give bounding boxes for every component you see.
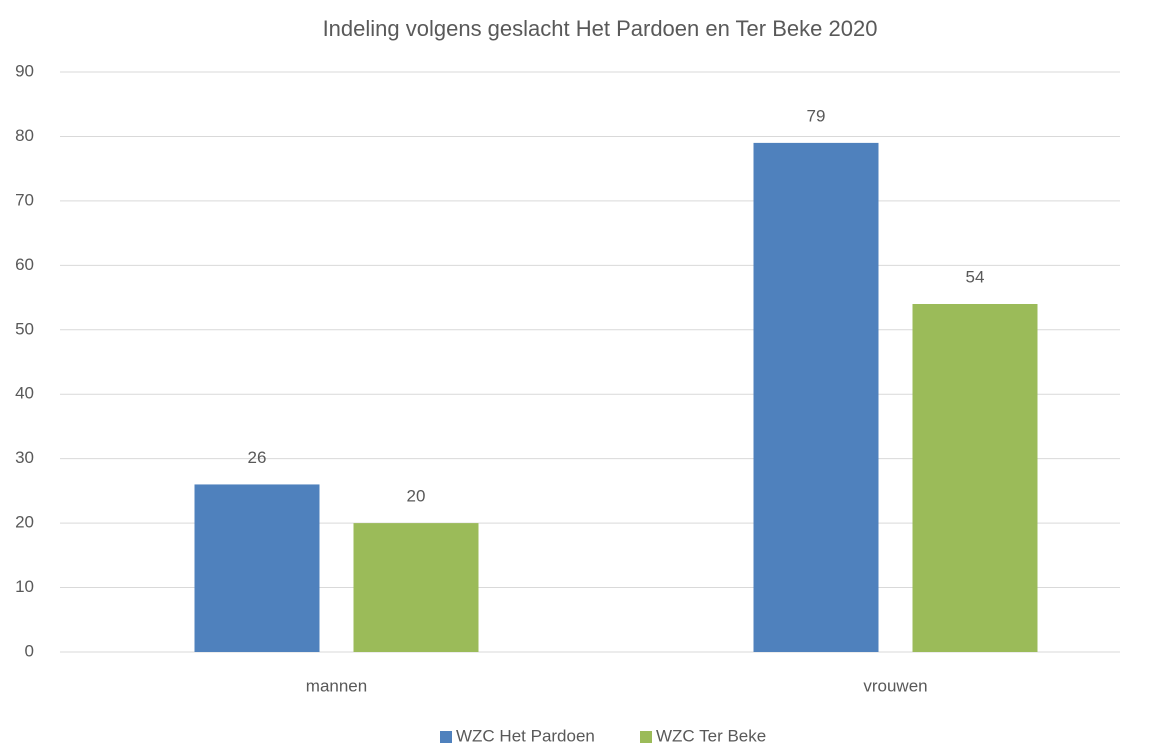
bar bbox=[753, 142, 879, 652]
y-tick-label: 70 bbox=[15, 190, 34, 209]
x-tick-label: mannen bbox=[306, 676, 367, 695]
legend-swatch bbox=[640, 731, 652, 743]
y-tick-label: 20 bbox=[15, 513, 34, 532]
bar bbox=[353, 523, 479, 652]
y-tick-label: 0 bbox=[25, 641, 34, 660]
x-tick-label: vrouwen bbox=[863, 676, 927, 695]
y-tick-label: 50 bbox=[15, 319, 34, 338]
data-label: 54 bbox=[966, 267, 985, 286]
data-label: 79 bbox=[807, 106, 826, 125]
y-tick-label: 30 bbox=[15, 448, 34, 467]
legend-swatch bbox=[440, 731, 452, 743]
y-tick-label: 10 bbox=[15, 577, 34, 596]
y-tick-label: 60 bbox=[15, 255, 34, 274]
bar bbox=[194, 484, 320, 652]
y-tick-label: 80 bbox=[15, 126, 34, 145]
chart-title: Indeling volgens geslacht Het Pardoen en… bbox=[323, 16, 878, 41]
y-tick-label: 90 bbox=[15, 61, 34, 80]
y-tick-label: 40 bbox=[15, 384, 34, 403]
data-label: 20 bbox=[407, 487, 426, 506]
bar bbox=[912, 304, 1038, 652]
data-label: 26 bbox=[248, 448, 267, 467]
legend-label: WZC Ter Beke bbox=[656, 726, 766, 745]
legend-label: WZC Het Pardoen bbox=[456, 726, 595, 745]
